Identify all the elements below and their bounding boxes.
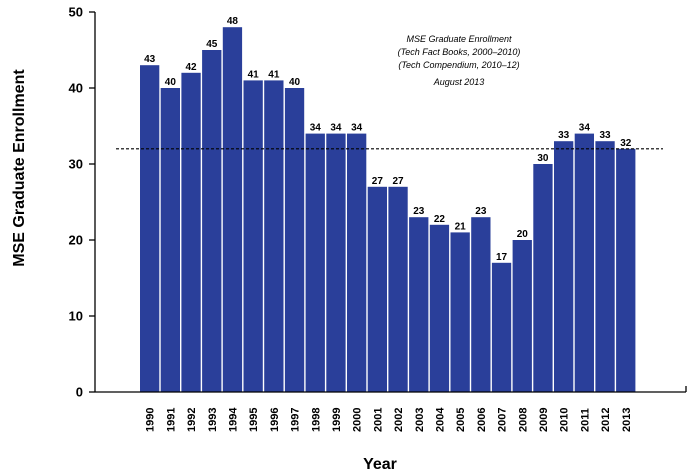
data-label-2008: 20: [517, 229, 529, 240]
x-tick-label-2009: 2009: [538, 408, 550, 432]
x-tick-label-2003: 2003: [414, 408, 426, 432]
annotation-line-3: (Tech Compendium, 2010–12): [398, 60, 519, 70]
bar-2010: [554, 141, 574, 392]
bar-1991: [160, 88, 180, 392]
x-tick-label-1991: 1991: [165, 408, 177, 432]
data-label-1997: 40: [289, 77, 301, 88]
bar-2013: [616, 148, 636, 392]
bar-2009: [533, 164, 553, 392]
bar-2002: [388, 186, 408, 392]
data-label-2005: 21: [455, 221, 467, 232]
x-tick-label-1992: 1992: [186, 408, 198, 432]
x-axis: 1990 1991 1992 1993 1994 1995 1996 1997 1998 1999…: [95, 386, 687, 432]
data-label-1996: 41: [268, 69, 280, 80]
data-labels: 43 40 42 45 48 41 41 40 34 34 34 27 27 23 22 21 23 17 20 30…: [144, 16, 632, 263]
x-tick-label-1997: 1997: [290, 408, 302, 432]
x-tick-label-1995: 1995: [248, 408, 260, 432]
data-label-1999: 34: [330, 123, 342, 134]
bar-2006: [471, 217, 491, 392]
data-label-1993: 45: [206, 39, 218, 50]
x-tick-label-1994: 1994: [227, 407, 239, 432]
x-tick-label-2012: 2012: [600, 408, 612, 432]
data-label-2012: 33: [599, 130, 611, 141]
bar-2008: [512, 240, 532, 392]
bar-2003: [409, 217, 429, 392]
data-label-1994: 48: [227, 16, 239, 27]
bar-1999: [326, 133, 346, 392]
data-label-1998: 34: [310, 123, 322, 134]
y-axis: 0 10 20 30 40 50: [69, 5, 96, 400]
bar-1997: [284, 88, 305, 392]
bar-2004: [429, 224, 450, 392]
data-label-2000: 34: [351, 123, 363, 134]
data-label-2009: 30: [537, 153, 549, 164]
y-tick-label-40: 40: [69, 81, 83, 96]
data-label-2006: 23: [475, 206, 487, 217]
bars: [140, 27, 636, 393]
x-tick-label-2000: 2000: [352, 408, 364, 432]
x-tick-label-2001: 2001: [372, 408, 384, 432]
y-axis-title: MSE Graduate Enrollment: [11, 69, 28, 267]
y-tick-label-50: 50: [69, 5, 83, 20]
data-label-1995: 41: [248, 69, 260, 80]
x-tick-label-1993: 1993: [207, 408, 219, 432]
annotation-line-2: (Tech Fact Books, 2000–2010): [398, 47, 521, 57]
bar-1998: [305, 133, 325, 392]
x-axis-title: Year: [363, 456, 397, 473]
x-tick-label-2010: 2010: [559, 408, 571, 432]
bar-2007: [491, 262, 512, 392]
x-tick-label-2004: 2004: [434, 407, 446, 432]
bar-1996: [264, 80, 284, 393]
x-tick-label-2002: 2002: [393, 408, 405, 432]
bar-1993: [202, 50, 222, 392]
data-label-1992: 42: [185, 62, 197, 73]
bar-2012: [595, 141, 615, 392]
bar-1995: [243, 80, 263, 393]
bar-2001: [367, 186, 387, 392]
data-label-2010: 33: [558, 130, 570, 141]
x-tick-label-2005: 2005: [455, 408, 467, 432]
data-label-2001: 27: [372, 176, 384, 187]
data-label-2004: 22: [434, 214, 446, 225]
x-tick-label-1999: 1999: [331, 408, 343, 432]
bar-1992: [181, 72, 201, 393]
data-label-1990: 43: [144, 54, 156, 65]
annotation-line-4: August 2013: [433, 77, 485, 87]
bar-2005: [450, 232, 470, 392]
x-tick-label-2011: 2011: [579, 408, 591, 432]
y-tick-label-20: 20: [69, 233, 83, 248]
data-label-1991: 40: [165, 77, 177, 88]
annotation-line-1: MSE Graduate Enrollment: [406, 34, 512, 44]
data-label-2003: 23: [413, 206, 425, 217]
x-tick-label-1998: 1998: [310, 408, 322, 432]
bar-1994: [222, 27, 243, 392]
y-tick-label-10: 10: [69, 309, 83, 324]
x-tick-label-2008: 2008: [517, 408, 529, 432]
data-label-2007: 17: [496, 252, 508, 263]
x-tick-label-2013: 2013: [621, 408, 633, 432]
x-tick-label-1990: 1990: [145, 408, 157, 432]
bar-2011: [574, 133, 594, 392]
x-tick-label-2006: 2006: [476, 408, 488, 432]
y-tick-label-0: 0: [76, 385, 83, 400]
chart-annotation: MSE Graduate Enrollment (Tech Fact Books…: [398, 34, 521, 87]
bar-1990: [140, 65, 160, 392]
bar-2000: [347, 133, 367, 392]
x-tick-label-1996: 1996: [269, 408, 281, 432]
data-label-2002: 27: [392, 176, 404, 187]
x-tick-label-2007: 2007: [497, 408, 509, 432]
data-label-2013: 32: [620, 138, 632, 149]
data-label-2011: 34: [579, 123, 591, 134]
y-tick-label-30: 30: [69, 157, 83, 172]
